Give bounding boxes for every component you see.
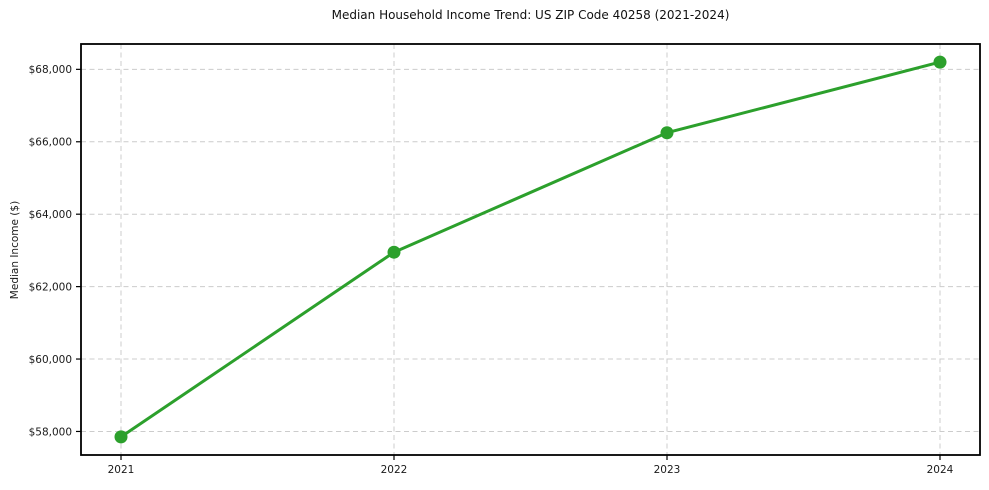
- data-point-2022: [387, 245, 401, 259]
- data-point-2024: [933, 55, 947, 69]
- data-point-2023: [660, 126, 674, 140]
- y-tick-label: $66,000: [29, 137, 72, 149]
- y-tick-label: $62,000: [29, 281, 72, 293]
- data-point-2021: [114, 430, 128, 444]
- income-trend-line: [119, 60, 942, 439]
- y-tick-label: $68,000: [29, 64, 72, 76]
- y-tick-label: $64,000: [29, 209, 72, 221]
- plot-frame: [80, 43, 981, 456]
- y-tick-label: $60,000: [29, 354, 72, 366]
- x-tick-label: 2021: [108, 464, 135, 476]
- y-tick-label: $58,000: [29, 426, 72, 438]
- chart-title: Median Household Income Trend: US ZIP Co…: [331, 8, 730, 22]
- x-tick-label: 2023: [654, 464, 681, 476]
- x-tick-label: 2024: [927, 464, 954, 476]
- x-tick-label: 2022: [381, 464, 408, 476]
